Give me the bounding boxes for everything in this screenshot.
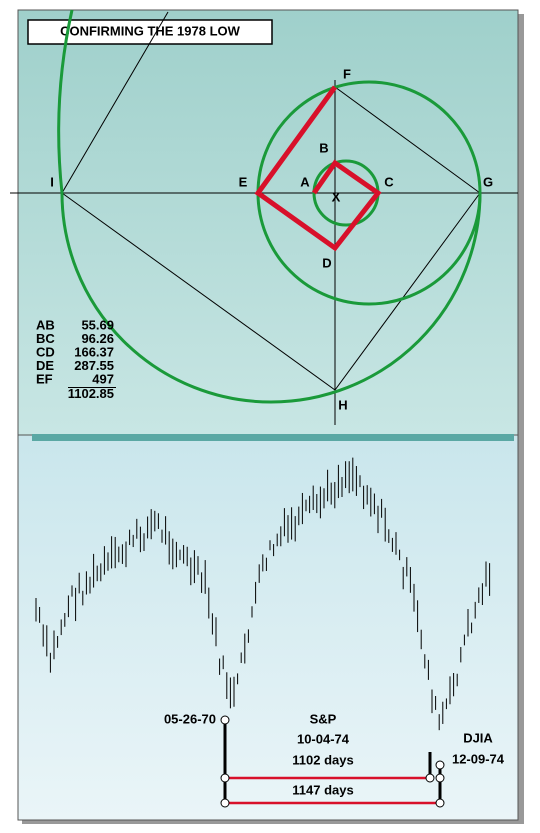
point-label: F xyxy=(343,66,351,81)
annotation: 1102 days xyxy=(292,752,353,767)
marker xyxy=(220,715,230,725)
marker xyxy=(435,773,445,783)
markers xyxy=(220,715,445,808)
spiral-arc xyxy=(57,9,482,404)
point-label: A xyxy=(300,174,310,189)
point-label: H xyxy=(338,397,347,412)
point-label: B xyxy=(319,140,328,155)
marker xyxy=(435,798,445,808)
spiral-path xyxy=(254,85,382,252)
point-label: X xyxy=(332,189,341,204)
top-panel xyxy=(17,9,519,436)
marker xyxy=(425,773,435,783)
point-label: D xyxy=(322,255,331,270)
measures-table: AB 55.69 BC 96.26 CD 166.37 DE 287.55 EF 4971102.… xyxy=(36,317,116,401)
marker xyxy=(220,773,230,783)
measure-value: 55.69 xyxy=(81,317,114,332)
annotation: S&P xyxy=(310,711,337,726)
total-value: 1102.85 xyxy=(68,386,114,401)
measure-value: 287.55 xyxy=(74,358,114,373)
point-label: I xyxy=(50,174,54,189)
line xyxy=(61,11,169,194)
measure-value: 166.37 xyxy=(74,344,114,359)
point-label: E xyxy=(239,174,248,189)
line xyxy=(334,86,481,194)
price-bars xyxy=(35,457,491,731)
line xyxy=(61,192,336,391)
annotation: 1147 days xyxy=(292,782,353,797)
measure-label: BC xyxy=(36,331,55,346)
measure-value: 96.26 xyxy=(81,331,114,346)
annotation: 12-09-74 xyxy=(452,751,505,766)
measure-label: DE xyxy=(36,358,54,373)
annotation: 10-04-74 xyxy=(297,731,350,746)
span-lines xyxy=(225,776,440,805)
annotation: DJIA xyxy=(463,730,493,745)
point-label: C xyxy=(384,174,394,189)
annotation: 05-26-70 xyxy=(164,711,216,726)
separator xyxy=(32,434,514,441)
marker xyxy=(435,760,445,770)
point-label: G xyxy=(483,174,493,189)
line xyxy=(334,192,481,391)
marker xyxy=(220,798,230,808)
measure-label: CD xyxy=(36,344,55,359)
measure-label: EF xyxy=(36,371,53,386)
construction-lines xyxy=(10,11,518,425)
measure-value: 497 xyxy=(92,371,114,386)
measure-label: AB xyxy=(36,317,55,332)
title: CONFIRMING THE 1978 LOW xyxy=(60,23,241,38)
